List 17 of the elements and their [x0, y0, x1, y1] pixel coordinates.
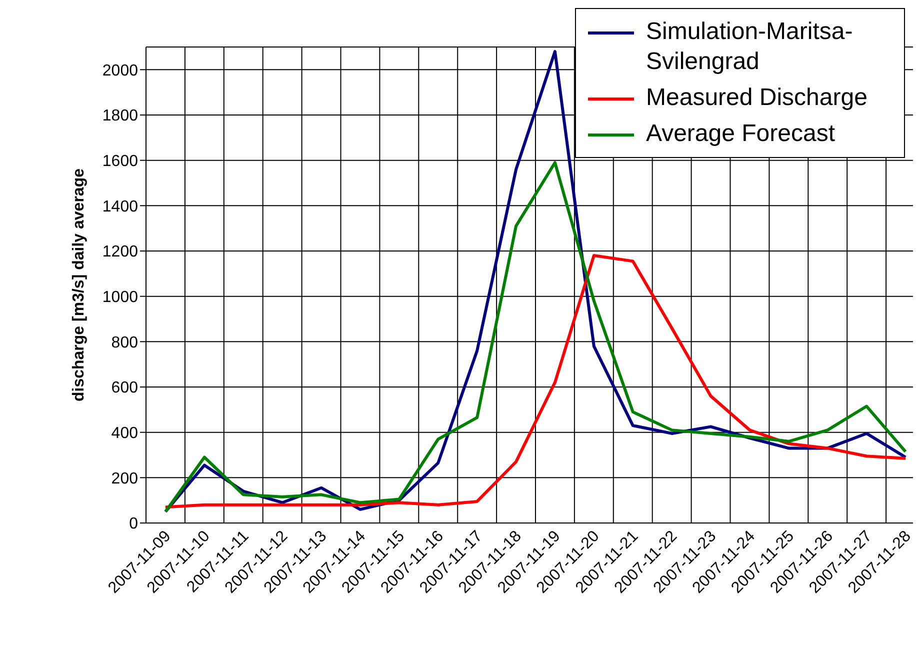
y-tick-label: 0	[129, 516, 138, 533]
legend-label: Average Forecast	[646, 119, 835, 149]
line-series	[164, 254, 908, 509]
y-tick-label: 600	[111, 380, 138, 397]
y-tick-label: 1400	[102, 198, 138, 216]
line-series	[164, 161, 908, 514]
y-tick-label: 400	[111, 425, 138, 442]
y-tick-label: 1200	[102, 244, 138, 261]
y-tick-label: 2000	[102, 62, 138, 80]
y-axis-title: discharge [m3/s] daily average	[70, 168, 88, 402]
y-tick-label: 800	[111, 334, 138, 352]
legend-label: Measured Discharge	[646, 83, 868, 113]
y-tick-label: 200	[111, 470, 138, 488]
y-tick-label: 1000	[102, 289, 138, 306]
legend-label: Simulation-Maritsa-Svilengrad	[646, 17, 854, 77]
y-tick-label: 1600	[102, 153, 138, 170]
y-tick-label: 1800	[102, 108, 138, 125]
